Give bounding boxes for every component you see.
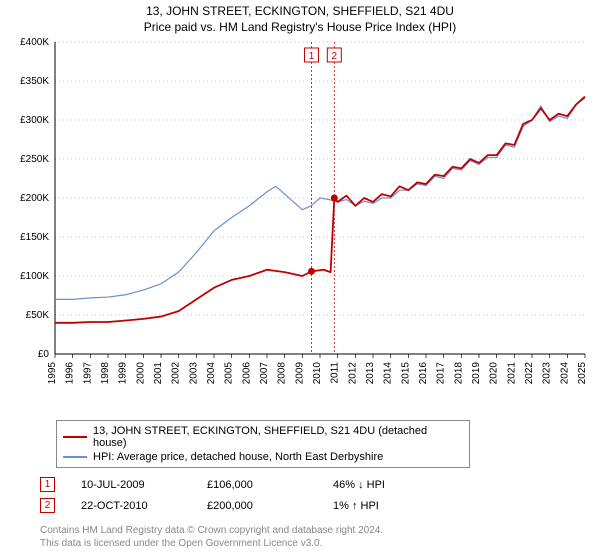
svg-text:2008: 2008 <box>277 362 288 385</box>
svg-text:1995: 1995 <box>47 362 58 385</box>
svg-text:2002: 2002 <box>171 362 182 385</box>
svg-text:2009: 2009 <box>294 362 305 385</box>
marker-number: 2 <box>40 498 55 513</box>
svg-text:2020: 2020 <box>489 362 500 385</box>
svg-text:£400K: £400K <box>20 37 49 48</box>
title-line1: 13, JOHN STREET, ECKINGTON, SHEFFIELD, S… <box>0 0 600 18</box>
svg-text:2: 2 <box>332 51 338 62</box>
marker-date: 10-JUL-2009 <box>81 479 181 491</box>
svg-text:2021: 2021 <box>506 362 517 385</box>
svg-text:2010: 2010 <box>312 362 323 385</box>
legend-swatch <box>63 456 87 458</box>
svg-text:1: 1 <box>309 51 315 62</box>
marker-price: £200,000 <box>207 500 307 512</box>
svg-text:1997: 1997 <box>82 362 93 385</box>
svg-text:2011: 2011 <box>330 362 341 384</box>
svg-text:2014: 2014 <box>383 362 394 385</box>
marker-number: 1 <box>40 477 55 492</box>
legend: 13, JOHN STREET, ECKINGTON, SHEFFIELD, S… <box>56 420 470 468</box>
svg-text:2012: 2012 <box>347 362 358 385</box>
svg-text:2025: 2025 <box>577 362 588 385</box>
legend-item: 13, JOHN STREET, ECKINGTON, SHEFFIELD, S… <box>63 424 463 450</box>
marker-pct: 46% ↓ HPI <box>333 479 433 491</box>
svg-text:£300K: £300K <box>20 115 49 126</box>
svg-text:£200K: £200K <box>20 193 49 204</box>
svg-text:2016: 2016 <box>418 362 429 385</box>
svg-text:2015: 2015 <box>400 362 411 385</box>
marker-price: £106,000 <box>207 479 307 491</box>
svg-text:£50K: £50K <box>26 310 50 321</box>
svg-text:£350K: £350K <box>20 76 49 87</box>
legend-swatch <box>63 436 87 438</box>
title-line2: Price paid vs. HM Land Registry's House … <box>0 18 600 34</box>
svg-text:2006: 2006 <box>241 362 252 385</box>
marker-row: 2 22-OCT-2010 £200,000 1% ↑ HPI <box>40 495 600 516</box>
footer-attribution: Contains HM Land Registry data © Crown c… <box>40 524 600 550</box>
legend-label: 13, JOHN STREET, ECKINGTON, SHEFFIELD, S… <box>93 425 463 449</box>
marker-pct: 1% ↑ HPI <box>333 500 433 512</box>
markers-table: 1 10-JUL-2009 £106,000 46% ↓ HPI 2 22-OCT-201… <box>40 474 600 516</box>
svg-text:£250K: £250K <box>20 154 49 165</box>
svg-text:£150K: £150K <box>20 232 49 243</box>
svg-text:2000: 2000 <box>135 362 146 385</box>
svg-text:1996: 1996 <box>65 362 76 385</box>
svg-text:£100K: £100K <box>20 271 49 282</box>
svg-text:2019: 2019 <box>471 362 482 385</box>
marker-row: 1 10-JUL-2009 £106,000 46% ↓ HPI <box>40 474 600 495</box>
svg-text:2023: 2023 <box>542 362 553 385</box>
svg-text:2005: 2005 <box>224 362 235 385</box>
svg-text:2024: 2024 <box>559 362 570 385</box>
svg-text:2013: 2013 <box>365 362 376 385</box>
chart-canvas: £0 £50K £100K £150K £200K £250K £300K £350K £400… <box>0 34 600 414</box>
legend-item: HPI: Average price, detached house, Nort… <box>63 450 463 464</box>
svg-text:1998: 1998 <box>100 362 111 385</box>
svg-text:2003: 2003 <box>188 362 199 385</box>
svg-text:£0: £0 <box>38 349 50 360</box>
footer-line2: This data is licensed under the Open Gov… <box>40 537 600 550</box>
svg-text:2001: 2001 <box>153 362 164 385</box>
svg-text:2022: 2022 <box>524 362 535 385</box>
svg-text:1999: 1999 <box>118 362 129 385</box>
svg-text:2004: 2004 <box>206 362 217 385</box>
footer-line1: Contains HM Land Registry data © Crown c… <box>40 524 600 537</box>
svg-text:2017: 2017 <box>436 362 447 385</box>
svg-text:2018: 2018 <box>453 362 464 385</box>
marker-date: 22-OCT-2010 <box>81 500 181 512</box>
svg-text:2007: 2007 <box>259 362 270 385</box>
legend-label: HPI: Average price, detached house, Nort… <box>93 451 383 463</box>
